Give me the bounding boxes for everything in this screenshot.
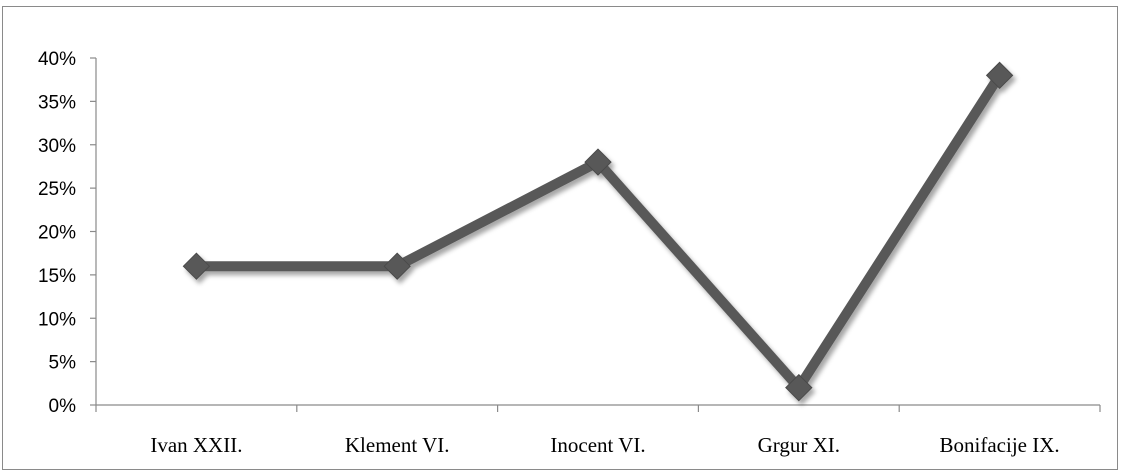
x-tick-label: Inocent VI.	[550, 433, 645, 457]
y-tick-label: 35%	[38, 92, 76, 113]
y-tick-label: 30%	[38, 136, 76, 157]
data-point-marker	[584, 148, 612, 176]
series-line	[191, 70, 1005, 393]
y-tick-label: 20%	[38, 223, 76, 244]
x-tick-label: Bonifacije IX.	[940, 433, 1060, 457]
x-tick-labels: Ivan XXII. Klement VI. Inocent VI. Grgur XI…	[150, 433, 1059, 457]
data-point-marker	[383, 252, 411, 280]
y-tick-label: 15%	[38, 266, 76, 287]
x-tick-label: Grgur XI.	[758, 433, 840, 457]
y-tick-label: 0%	[49, 396, 77, 417]
y-tick-label: 10%	[38, 309, 76, 330]
y-tick-label: 25%	[38, 179, 76, 200]
axes	[90, 57, 1101, 412]
y-tick-labels: 0% 5% 10% 15% 20% 25% 30% 35% 40%	[38, 49, 76, 417]
series-group	[182, 61, 1014, 402]
x-tick-label: Ivan XXII.	[150, 433, 242, 457]
data-point-marker	[785, 373, 813, 402]
data-point-marker	[985, 61, 1014, 90]
y-tick-label: 5%	[49, 353, 77, 374]
data-point-marker	[182, 252, 211, 280]
x-tick-label: Klement VI.	[345, 433, 450, 457]
chart-frame	[2, 6, 1118, 470]
y-tick-label: 40%	[38, 49, 76, 70]
